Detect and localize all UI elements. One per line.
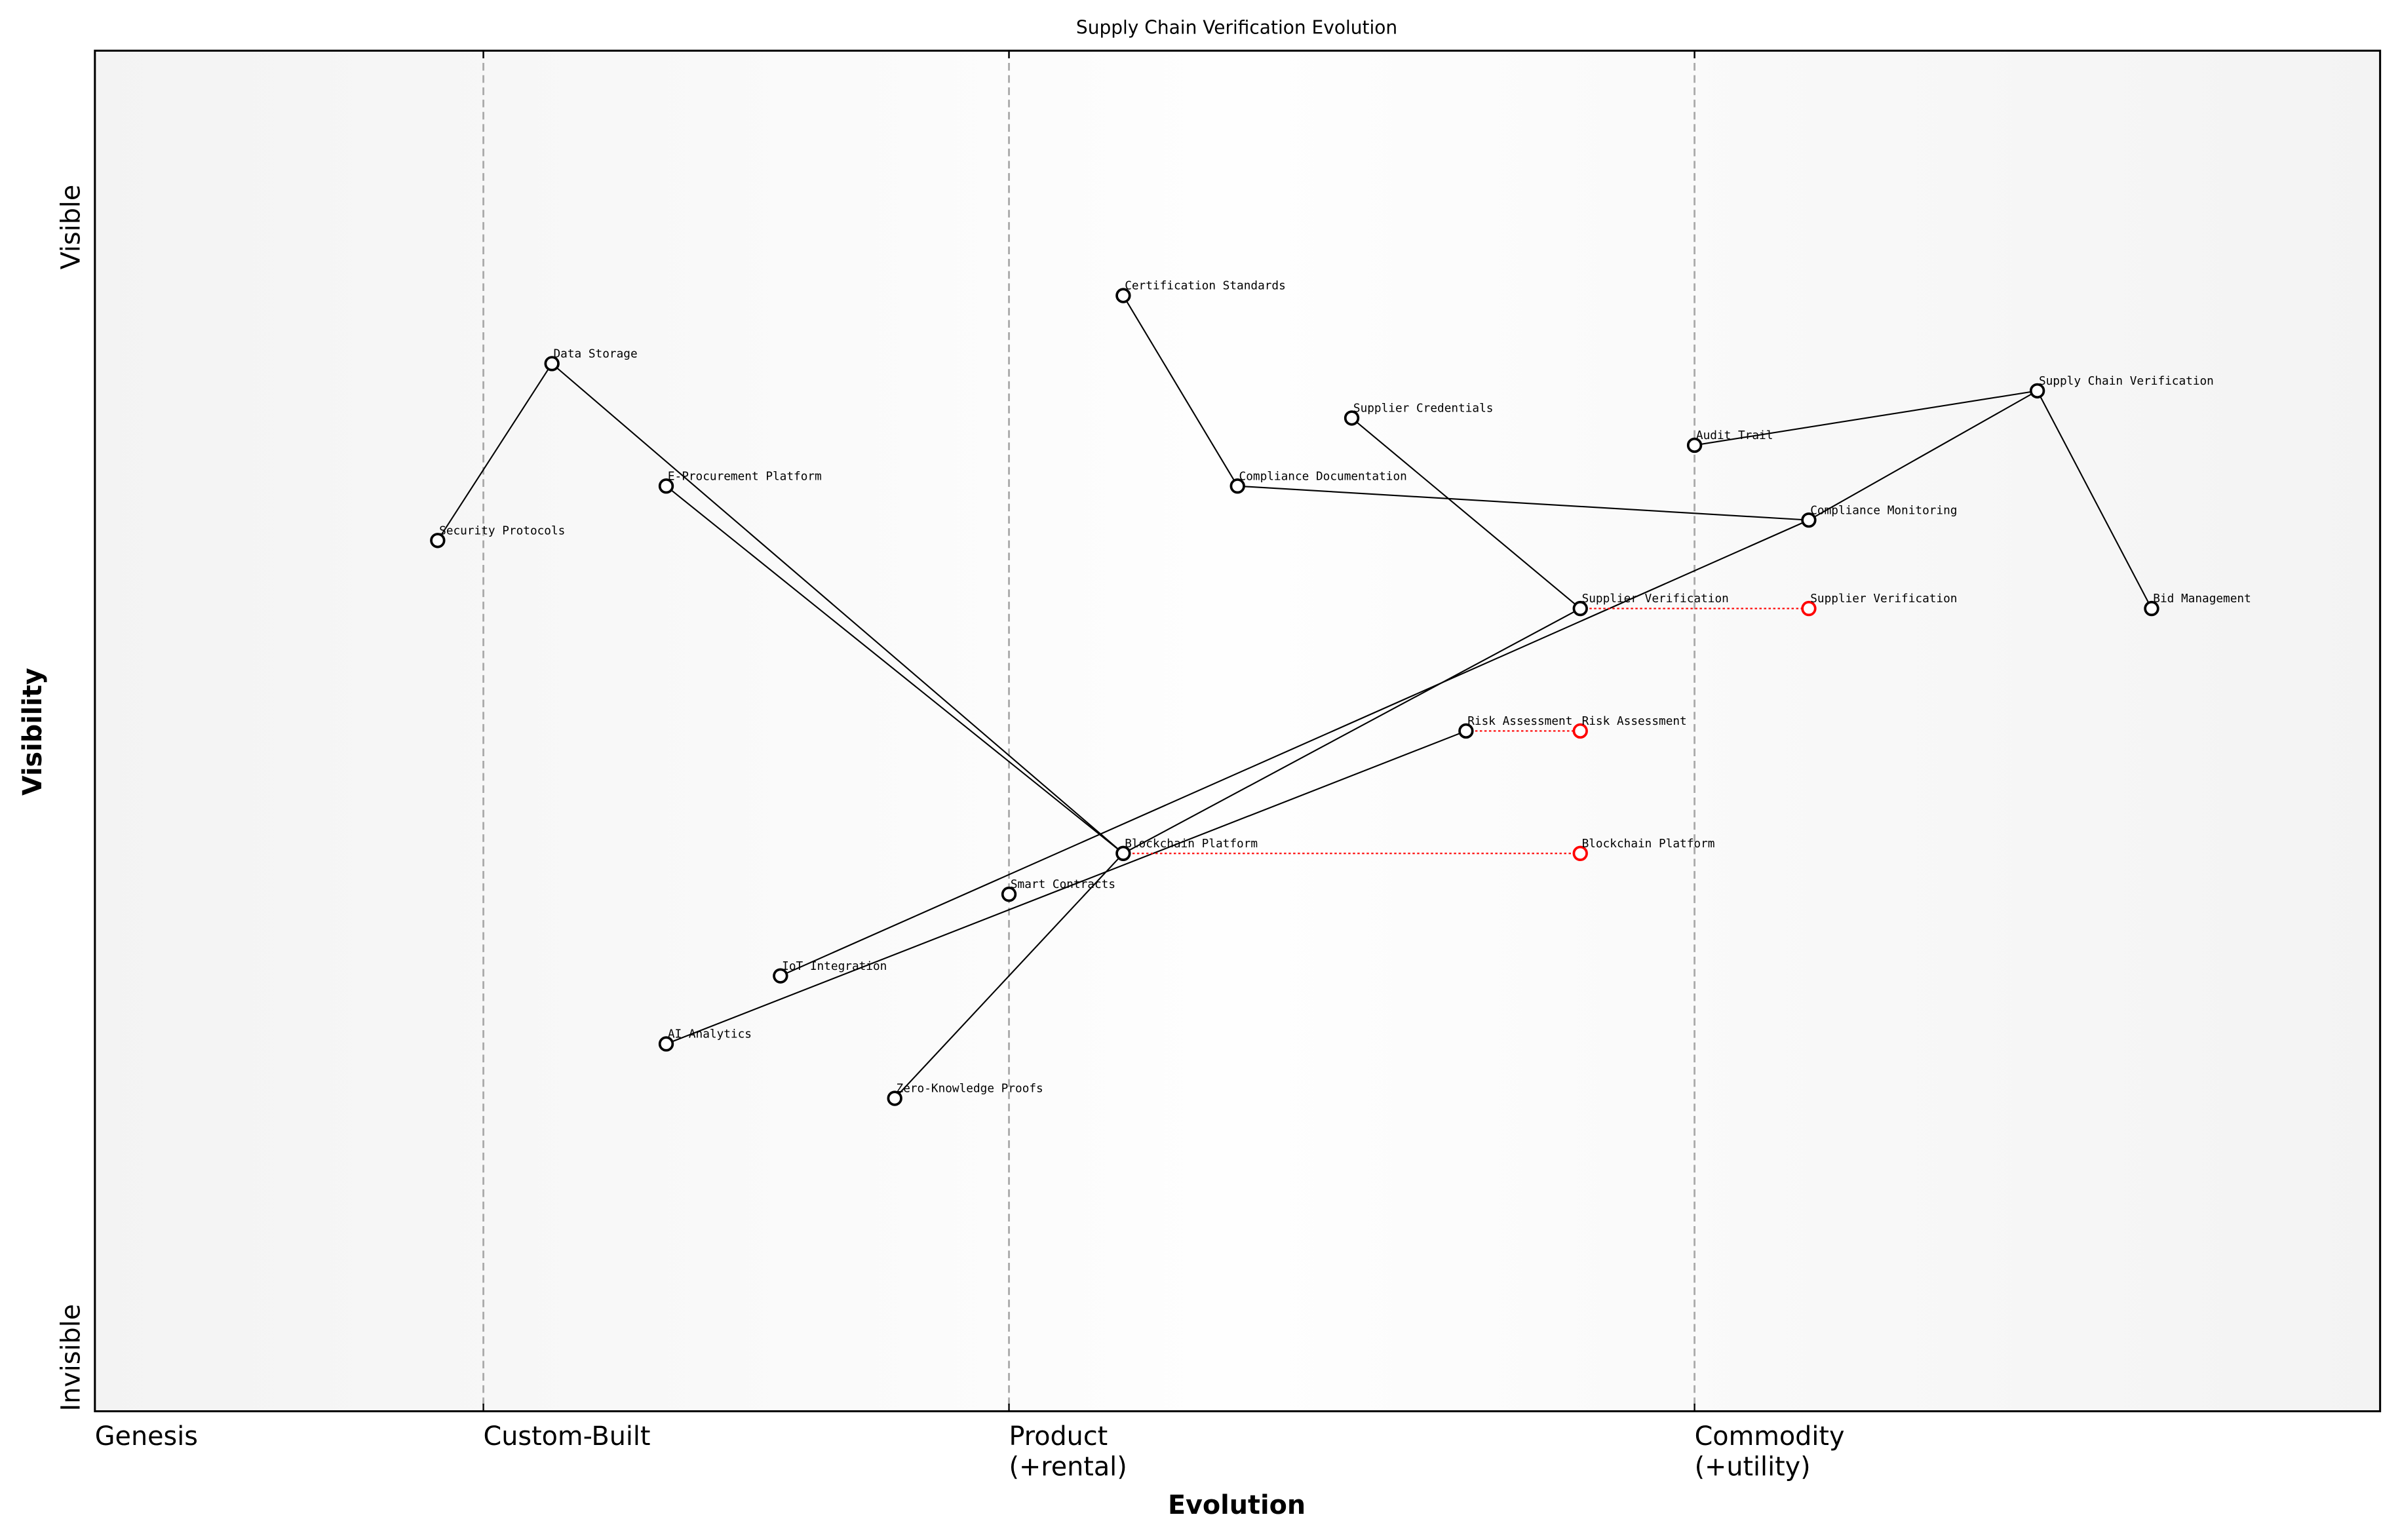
component-label: Bid Management xyxy=(2153,592,2251,606)
component xyxy=(1115,288,1131,303)
x-axis-title: Evolution xyxy=(1168,1490,1306,1520)
component xyxy=(887,1090,902,1106)
component-label: Compliance Documentation xyxy=(1239,470,1407,483)
component-label: Zero-Knowledge Proofs xyxy=(897,1083,1043,1096)
link xyxy=(436,363,553,541)
link xyxy=(1237,485,1809,521)
link xyxy=(1351,417,1581,609)
y-tick-label: Visible xyxy=(56,185,86,270)
component xyxy=(2029,383,2045,399)
link xyxy=(894,853,1124,1099)
component xyxy=(1801,512,1817,528)
evolved-label: Blockchain Platform xyxy=(1582,837,1715,851)
component xyxy=(1115,845,1131,861)
x-tick-label: Product (+rental) xyxy=(1009,1421,1127,1482)
link xyxy=(666,730,1467,1045)
plot-frame xyxy=(94,49,2382,1413)
component-label: AI Analytics xyxy=(668,1028,752,1041)
component xyxy=(658,478,674,494)
evolved-component xyxy=(1572,845,1588,861)
evolved-label: Risk Assessment xyxy=(1582,715,1687,728)
evolved-component xyxy=(1572,723,1588,739)
component xyxy=(544,356,560,372)
component xyxy=(1344,410,1360,426)
component xyxy=(658,1036,674,1052)
component xyxy=(1686,437,1703,453)
component-label: Risk Assessment xyxy=(1467,715,1572,728)
component-label: Supplier Verification xyxy=(1582,592,1729,606)
component-label: Audit Trail xyxy=(1696,429,1773,442)
link xyxy=(665,485,1124,855)
component xyxy=(1458,723,1474,739)
component-label: Compliance Monitoring xyxy=(1810,504,1957,517)
component-label: Security Protocols xyxy=(439,524,565,537)
component-label: Smart Contracts xyxy=(1011,878,1115,891)
component-label: Supplier Credentials xyxy=(1353,402,1494,415)
y-axis-title: Visibility xyxy=(18,668,48,796)
component xyxy=(1572,600,1588,617)
link xyxy=(780,519,1810,977)
y-tick-label: Invisible xyxy=(56,1304,86,1412)
x-tick-label: Genesis xyxy=(95,1421,198,1452)
link xyxy=(1808,390,2038,521)
component-label: E-Procurement Platform xyxy=(668,470,822,483)
x-tick-label: Commodity (+utility) xyxy=(1695,1421,1845,1482)
x-tick-label: Custom-Built xyxy=(484,1421,651,1452)
component xyxy=(2144,600,2159,617)
evolved-label: Supplier Verification xyxy=(1810,592,1957,606)
component-label: Blockchain Platform xyxy=(1125,837,1258,851)
component xyxy=(1001,886,1017,902)
component xyxy=(1229,478,1245,494)
link xyxy=(1122,295,1239,487)
plot-background xyxy=(94,50,2380,1412)
component-label: Data Storage xyxy=(554,348,638,361)
link xyxy=(1123,607,1581,855)
link xyxy=(551,363,1124,855)
link xyxy=(1694,390,2038,446)
component xyxy=(430,533,446,549)
component xyxy=(773,968,788,984)
component-label: IoT Integration xyxy=(782,960,887,973)
component-label: Certification Standards xyxy=(1125,280,1286,293)
component-label: Supply Chain Verification xyxy=(2039,375,2214,388)
chart-title: Supply Chain Verification Evolution xyxy=(1076,17,1397,39)
evolved-component xyxy=(1801,600,1817,617)
link xyxy=(2036,390,2152,609)
